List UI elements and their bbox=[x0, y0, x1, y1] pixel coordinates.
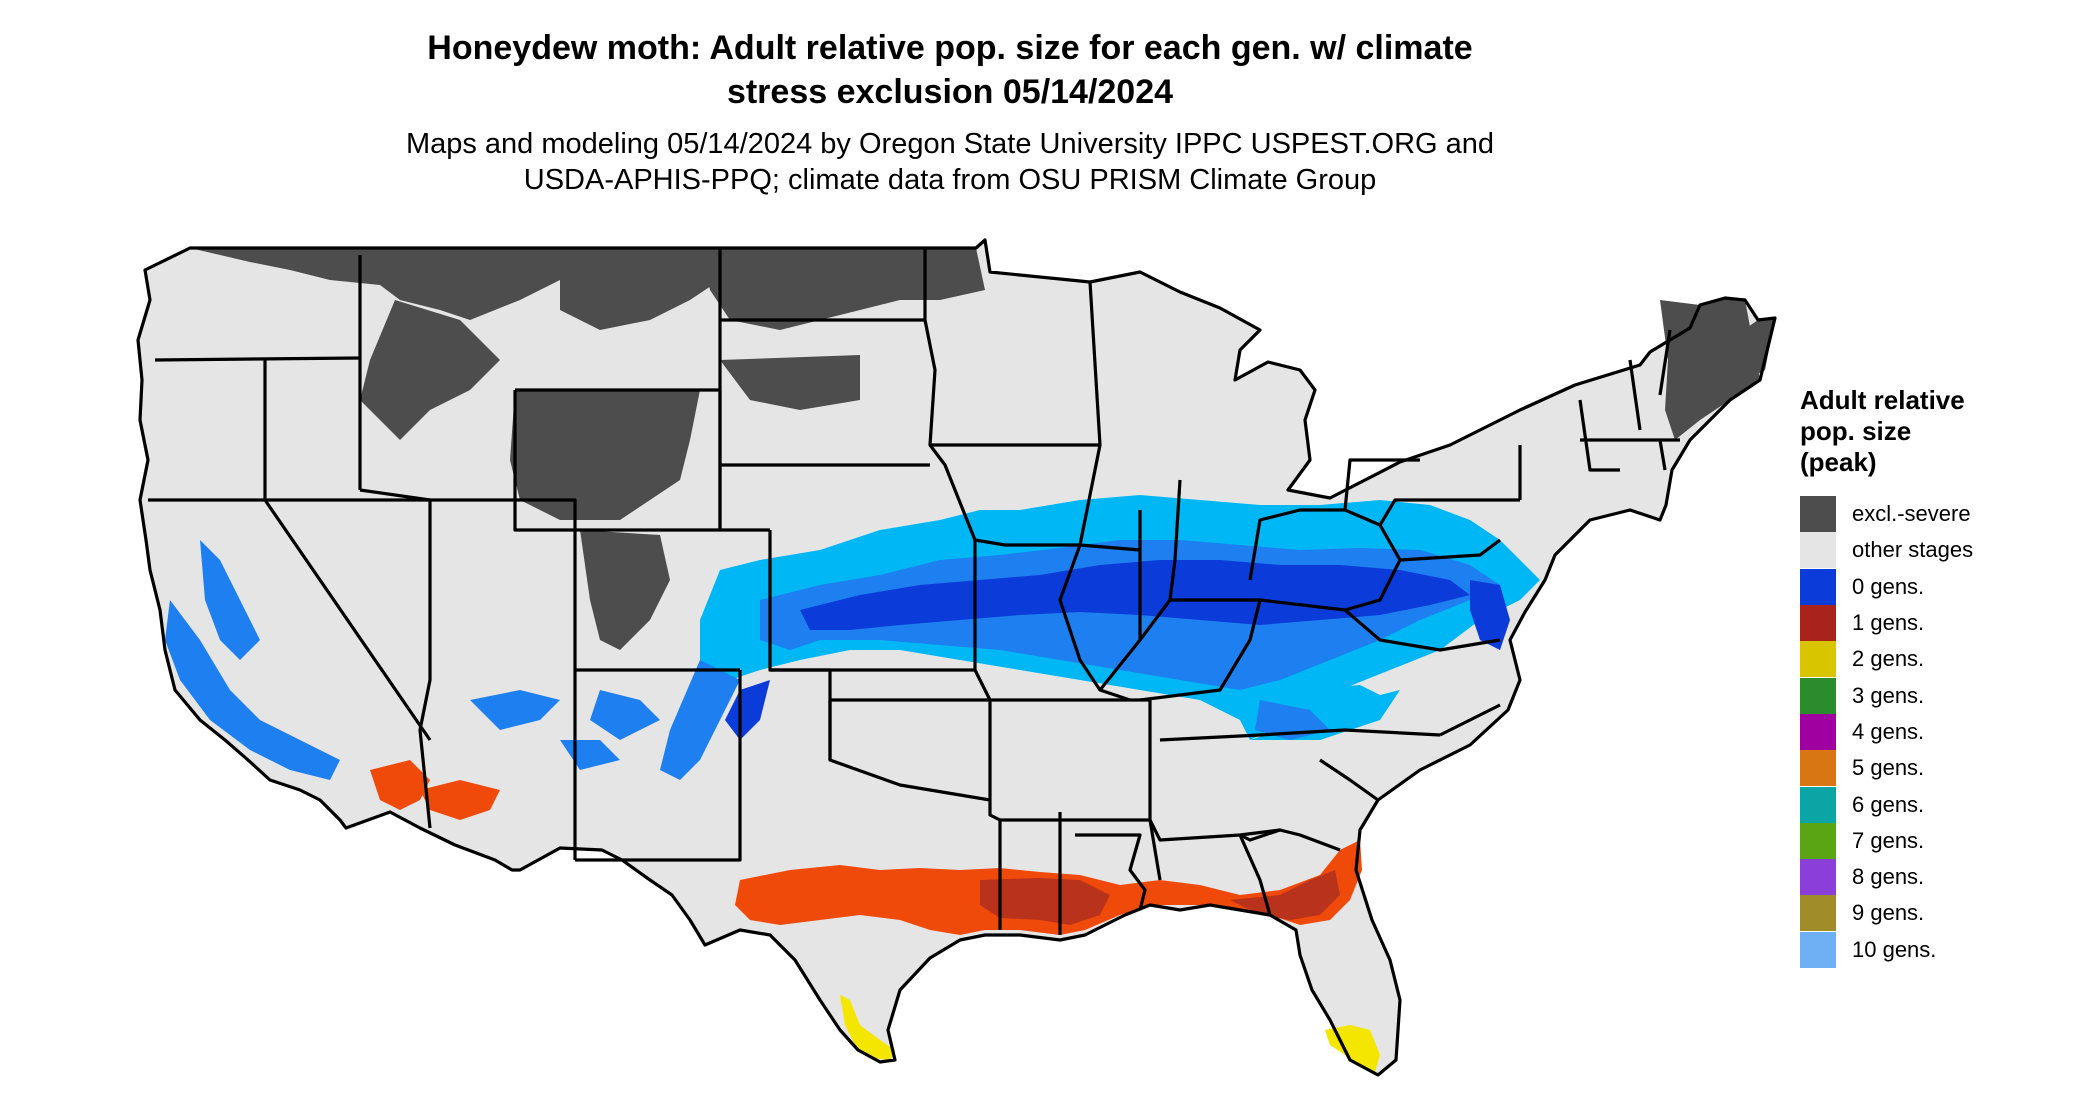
legend-swatch bbox=[1800, 532, 1836, 569]
legend-item: 9 gens. bbox=[1800, 895, 2080, 932]
legend-item: excl.-severe bbox=[1800, 496, 2080, 533]
legend-swatch bbox=[1800, 859, 1836, 896]
gen0-dark-regions bbox=[725, 560, 1510, 740]
legend-title-line: Adult relative bbox=[1800, 385, 1965, 415]
legend-label: excl.-severe bbox=[1852, 501, 1971, 527]
legend-swatch bbox=[1800, 677, 1836, 714]
legend-items: excl.-severe other stages 0 gens. 1 gens. 2 … bbox=[1800, 496, 2080, 968]
legend-item: 8 gens. bbox=[1800, 859, 2080, 896]
legend-title: Adult relative pop. size (peak) bbox=[1800, 385, 2080, 478]
legend-swatch bbox=[1800, 895, 1836, 932]
legend-item: 3 gens. bbox=[1800, 677, 2080, 714]
legend-swatch bbox=[1800, 568, 1836, 605]
legend-label: 6 gens. bbox=[1852, 791, 1925, 817]
legend-swatch bbox=[1800, 641, 1836, 678]
legend-item: other stages bbox=[1800, 532, 2080, 569]
legend-label: 5 gens. bbox=[1852, 755, 1925, 781]
legend-label: 8 gens. bbox=[1852, 864, 1925, 890]
legend-swatch bbox=[1800, 822, 1836, 859]
legend-item: 10 gens. bbox=[1800, 931, 2080, 968]
legend-label: 2 gens. bbox=[1852, 646, 1925, 672]
legend-swatch bbox=[1800, 786, 1836, 823]
legend-label: 10 gens. bbox=[1852, 936, 1937, 962]
legend-item: 2 gens. bbox=[1800, 641, 2080, 678]
legend-swatch bbox=[1800, 496, 1836, 533]
legend-label: 0 gens. bbox=[1852, 573, 1925, 599]
excluded-regions bbox=[190, 248, 1775, 650]
map-subtitle-line-1: Maps and modeling 05/14/2024 by Oregon S… bbox=[405, 128, 1495, 160]
map-subtitle-line-2: USDA-APHIS-PPQ; climate data from OSU PR… bbox=[523, 164, 1377, 196]
legend-swatch bbox=[1800, 713, 1836, 750]
gen2-regions bbox=[840, 995, 1380, 1072]
legend-label: 4 gens. bbox=[1852, 718, 1925, 744]
legend-label: other stages bbox=[1852, 537, 1974, 563]
legend-item: 6 gens. bbox=[1800, 786, 2080, 823]
legend: Adult relative pop. size (peak) excl.-se… bbox=[1800, 385, 2080, 968]
gen1-regions bbox=[370, 760, 1362, 935]
map-title-line-2: stress exclusion 05/14/2024 bbox=[726, 73, 1174, 111]
legend-swatch bbox=[1800, 931, 1836, 968]
legend-item: 7 gens. bbox=[1800, 822, 2080, 859]
state-borders bbox=[136, 238, 1777, 1077]
legend-label: 7 gens. bbox=[1852, 827, 1925, 853]
legend-label: 9 gens. bbox=[1852, 900, 1925, 926]
legend-title-line: pop. size bbox=[1800, 416, 1912, 446]
legend-item: 1 gens. bbox=[1800, 605, 2080, 642]
legend-item: 0 gens. bbox=[1800, 568, 2080, 605]
legend-label: 3 gens. bbox=[1852, 682, 1925, 708]
legend-swatch bbox=[1800, 605, 1836, 642]
legend-title-line: (peak) bbox=[1800, 447, 1877, 477]
map-title-line-1: Honeydew moth: Adult relative pop. size … bbox=[427, 29, 1473, 67]
legend-item: 4 gens. bbox=[1800, 713, 2080, 750]
legend-label: 1 gens. bbox=[1852, 610, 1925, 636]
legend-swatch bbox=[1800, 750, 1836, 787]
legend-item: 5 gens. bbox=[1800, 750, 2080, 787]
